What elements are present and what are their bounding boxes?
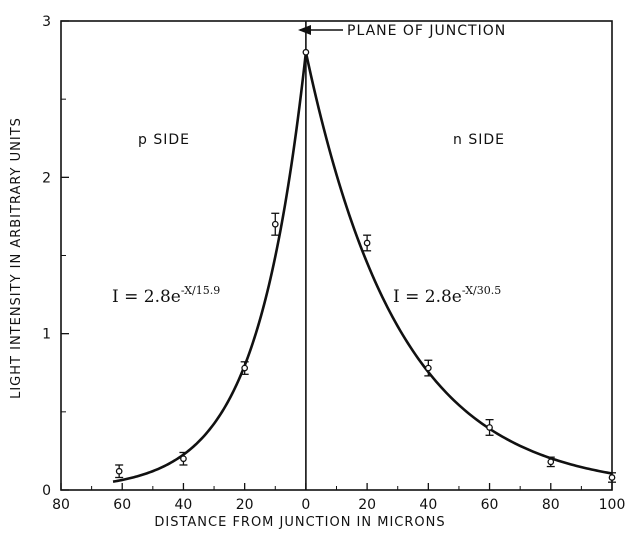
x-tick-label: 60 bbox=[113, 497, 131, 513]
n-side-label: n SIDE bbox=[453, 132, 505, 148]
x-tick-label: 80 bbox=[542, 497, 560, 513]
data-point bbox=[302, 48, 310, 56]
data-point bbox=[424, 359, 433, 377]
data-point bbox=[546, 456, 555, 468]
p-equation-base: I = 2.8e bbox=[112, 287, 181, 307]
point-marker bbox=[302, 48, 310, 56]
point-marker bbox=[271, 220, 279, 228]
x-tick-label: 60 bbox=[481, 497, 499, 513]
point-marker bbox=[363, 239, 371, 247]
junction-annotation: PLANE OF JUNCTION bbox=[298, 23, 506, 39]
y-axis-title: LIGHT INTENSITY IN ARBITRARY UNITS bbox=[9, 117, 24, 399]
p-side-label: p SIDE bbox=[138, 132, 190, 148]
x-tick-label: 80 bbox=[52, 497, 70, 513]
y-tick-label: 1 bbox=[42, 327, 51, 343]
point-marker bbox=[241, 364, 249, 372]
junction-arrow-head bbox=[298, 25, 311, 35]
data-point bbox=[179, 451, 188, 466]
axis-ticks: 80 60 40 20 0 20 40 60 80 100 0 1 2 3 bbox=[42, 14, 625, 513]
y-tick-label: 3 bbox=[42, 14, 51, 30]
junction-label: PLANE OF JUNCTION bbox=[347, 23, 506, 39]
y-tick-label: 0 bbox=[42, 483, 51, 499]
y-tick-label: 2 bbox=[42, 170, 51, 186]
x-tick-label: 20 bbox=[236, 497, 254, 513]
point-marker bbox=[115, 467, 123, 475]
data-point bbox=[271, 212, 280, 236]
data-point bbox=[485, 418, 494, 436]
fit-curve-n bbox=[304, 51, 613, 475]
x-tick-label: 100 bbox=[599, 497, 626, 513]
data-point bbox=[115, 464, 124, 479]
data-point bbox=[608, 472, 616, 483]
data-point bbox=[240, 361, 249, 375]
point-marker bbox=[486, 424, 493, 431]
x-tick-label: 40 bbox=[175, 497, 193, 513]
n-equation-base: I = 2.8e bbox=[393, 287, 462, 307]
point-marker bbox=[180, 455, 187, 463]
plot-border bbox=[60, 20, 613, 491]
x-tick-label: 20 bbox=[358, 497, 376, 513]
n-equation: I = 2.8e-X/30.5 bbox=[393, 284, 501, 307]
n-equation-exponent: -X/30.5 bbox=[462, 284, 501, 297]
point-marker bbox=[424, 364, 432, 372]
fit-curve-p bbox=[112, 52, 308, 483]
p-equation: I = 2.8e-X/15.9 bbox=[112, 284, 220, 307]
data-point bbox=[363, 234, 372, 252]
x-axis-title: DISTANCE FROM JUNCTION IN MICRONS bbox=[154, 515, 445, 530]
point-marker bbox=[547, 458, 555, 466]
fit-curves bbox=[112, 51, 613, 483]
point-marker bbox=[608, 474, 616, 481]
x-tick-label: 40 bbox=[419, 497, 437, 513]
x-tick-label: 0 bbox=[301, 497, 310, 513]
data-points bbox=[115, 48, 616, 483]
plot-frame bbox=[60, 20, 613, 491]
p-equation-exponent: -X/15.9 bbox=[181, 284, 220, 297]
